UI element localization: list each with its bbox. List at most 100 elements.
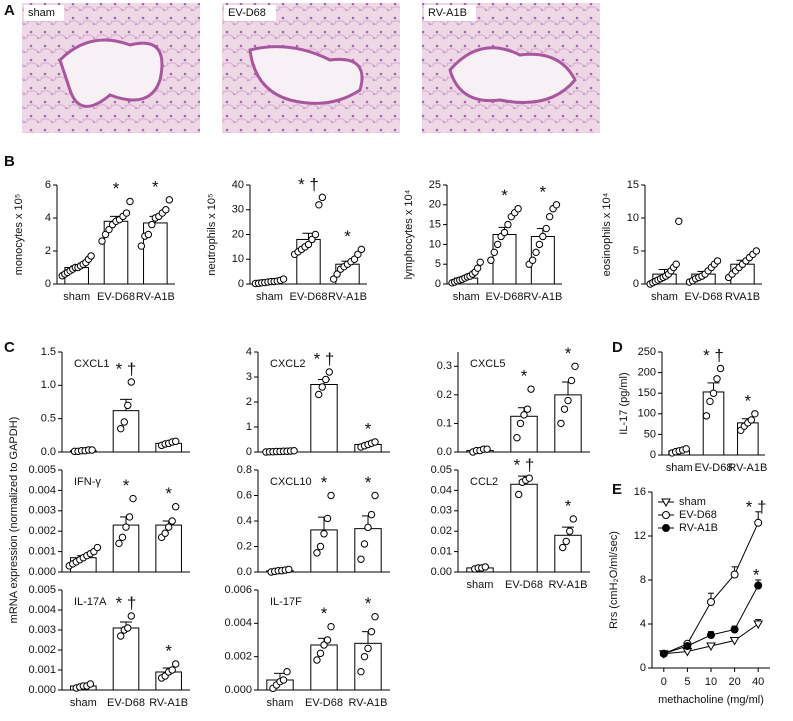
- data-point: [672, 260, 680, 268]
- y-axis-label: Rrs (cmH₂O/ml/sec): [608, 531, 620, 629]
- data-point: [323, 636, 332, 644]
- y-tick-label: 0.002: [28, 644, 56, 656]
- x-tick-label: EV-D68: [290, 291, 328, 303]
- data-point: [709, 389, 718, 397]
- x-tick-label: 0: [661, 676, 667, 688]
- x-tick-label: RV-A1B: [149, 697, 188, 709]
- y-tick-label: 0.02: [431, 525, 452, 537]
- chart-title: IL-17A: [74, 596, 107, 608]
- x-tick-label: EV-D68: [305, 697, 343, 709]
- significance: *: [365, 473, 372, 492]
- data-point: [713, 375, 721, 383]
- y-tick-label: 0.004: [224, 617, 252, 629]
- data-point: [318, 193, 327, 202]
- data-point: [124, 401, 132, 410]
- significance: *: [321, 473, 328, 492]
- data-point: [144, 230, 153, 239]
- data-point: [125, 513, 134, 521]
- data-point: [168, 517, 176, 525]
- x-tick-label: EV-D68: [685, 291, 723, 303]
- data-point: [752, 247, 761, 255]
- y-tick-label: 4: [640, 618, 646, 630]
- data-point: [318, 383, 326, 391]
- significance: *: [753, 565, 760, 584]
- y-tick-label: 0: [246, 446, 252, 458]
- data-point: [323, 514, 332, 523]
- marker: [661, 498, 671, 508]
- label-box: [424, 5, 476, 21]
- x-tick-label: 20: [728, 676, 740, 688]
- y-tick-label: 0.1: [437, 417, 452, 429]
- significance: *: [745, 391, 752, 410]
- data-point: [122, 209, 131, 217]
- data-point: [562, 537, 570, 546]
- x-tick-label: sham: [70, 697, 97, 709]
- data-point: [747, 416, 756, 424]
- data-point: [564, 396, 572, 405]
- y-tick-label: 1: [246, 421, 252, 433]
- data-point: [520, 411, 528, 419]
- data-point: [364, 523, 372, 532]
- data-point: [566, 527, 574, 535]
- data-point: [571, 362, 579, 370]
- data-point: [117, 632, 125, 640]
- y-tick-label: 20: [232, 228, 244, 240]
- significance: * †: [746, 497, 767, 516]
- chart-title: IL-17F: [270, 596, 302, 608]
- data-point: [360, 652, 369, 661]
- x-tick-label: EV-D68: [486, 291, 524, 303]
- marker: [729, 637, 740, 646]
- y-tick-label: 0.000: [28, 684, 56, 696]
- chart-title: CXCL1: [74, 358, 109, 370]
- panel-letter: E: [612, 481, 622, 498]
- marker: [706, 642, 716, 652]
- marker: [754, 581, 763, 590]
- y-tick-label: 20: [429, 199, 441, 211]
- y-tick-label: 0.0: [237, 566, 252, 578]
- data-point: [285, 565, 293, 574]
- data-point: [559, 543, 567, 552]
- marker: [730, 625, 739, 634]
- x-tick-label: sham: [63, 291, 90, 303]
- data-point: [313, 656, 321, 664]
- significance: *: [165, 484, 172, 503]
- y-tick-label: 10: [232, 253, 244, 265]
- y-tick-label: 0.04: [431, 484, 452, 496]
- y-axis-label: monocytes x 10⁵: [13, 194, 25, 276]
- significance: *: [540, 182, 547, 201]
- data-point: [316, 649, 325, 658]
- y-tick-label: 6: [45, 179, 51, 191]
- significance: *: [113, 179, 120, 198]
- image-label: RV-A1B: [428, 7, 467, 19]
- y-tick-label: 0.002: [224, 651, 252, 663]
- y-tick-label: 0.00: [431, 566, 452, 578]
- data-point: [516, 419, 525, 428]
- data-point: [473, 264, 482, 272]
- data-point: [98, 237, 106, 245]
- data-point: [525, 474, 533, 482]
- x-tick-label: RV-A1B: [328, 291, 367, 303]
- significance: *: [365, 594, 372, 613]
- x-tick-label: EV-D68: [695, 462, 733, 474]
- bar: [112, 410, 140, 453]
- y-tick-label: 0.006: [224, 584, 252, 596]
- y-axis-label: eosinophils x 10⁴: [601, 192, 613, 276]
- y-tick-label: 8: [640, 574, 646, 586]
- y-tick-label: 0.004: [28, 604, 56, 616]
- data-point: [490, 248, 498, 257]
- x-tick-label: 40: [752, 676, 764, 688]
- histology-images: sham EV-D68 RV-A1B: [22, 3, 600, 133]
- y-tick-label: 0: [633, 278, 639, 290]
- shared-y-label: mRNA expression (normalized to GAPDH): [8, 417, 20, 624]
- data-point: [357, 245, 366, 254]
- significance: *: [365, 419, 372, 438]
- marker: [754, 518, 763, 527]
- significance: * †: [116, 359, 137, 378]
- marker: [659, 649, 668, 658]
- data-point: [127, 612, 135, 620]
- significance: *: [165, 641, 172, 660]
- panel-letter: C: [4, 339, 15, 356]
- significance: *: [521, 367, 528, 386]
- y-tick-label: 15: [429, 219, 441, 231]
- data-point: [115, 539, 123, 548]
